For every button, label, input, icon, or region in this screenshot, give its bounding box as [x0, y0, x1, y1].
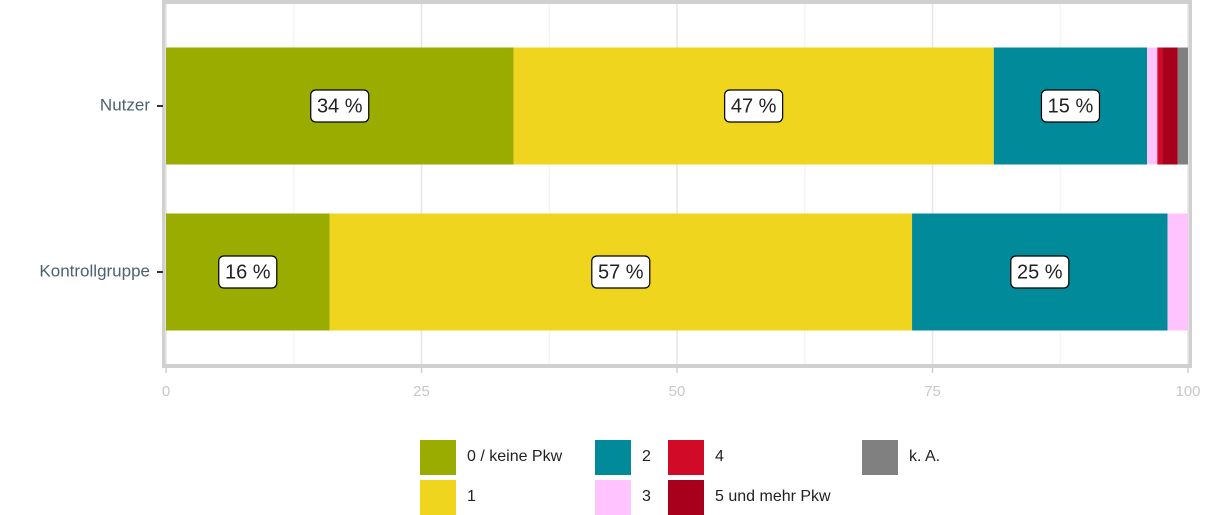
x-tick-label: 25: [413, 383, 430, 400]
legend-swatch: [595, 440, 631, 475]
value-label: 57 %: [598, 261, 644, 283]
value-label: 34 %: [317, 95, 363, 117]
legend-swatch: [668, 440, 704, 475]
x-tick-label: 100: [1175, 383, 1200, 400]
value-label: 16 %: [225, 261, 271, 283]
value-label: 15 %: [1048, 95, 1094, 117]
value-label-box: [310, 89, 370, 123]
bar-segment: [1147, 47, 1158, 165]
y-tick-label: Nutzer: [100, 95, 150, 114]
value-label-box: [218, 255, 278, 289]
legend-swatch: [595, 480, 631, 515]
legend-label: k. A.: [909, 448, 940, 465]
value-label-box: [1040, 89, 1101, 123]
value-label-box: [591, 255, 651, 289]
x-tick-label: 75: [924, 383, 941, 400]
legend-label: 2: [642, 448, 651, 465]
bar-segment: [1162, 47, 1178, 165]
value-label-box: [1010, 255, 1070, 289]
legend-swatch: [668, 480, 704, 515]
legend-swatch: [420, 480, 456, 515]
bar-segment: [1167, 213, 1188, 331]
legend-swatch: [420, 440, 456, 475]
value-label: 25 %: [1017, 261, 1063, 283]
bar-segment: [1157, 47, 1163, 165]
legend-swatch: [862, 440, 898, 475]
legend-label: 4: [715, 448, 724, 465]
legend-label: 0 / keine Pkw: [467, 448, 563, 465]
bar-segment: [1177, 47, 1188, 165]
legend-label: 5 und mehr Pkw: [715, 488, 831, 505]
value-label: 47 %: [731, 95, 777, 117]
legend-label: 3: [642, 488, 651, 505]
x-tick-label: 50: [669, 383, 686, 400]
y-tick-label: Kontrollgruppe: [39, 261, 150, 280]
value-label-box: [724, 89, 784, 123]
legend-label: 1: [467, 488, 476, 505]
x-tick-label: 0: [162, 383, 170, 400]
